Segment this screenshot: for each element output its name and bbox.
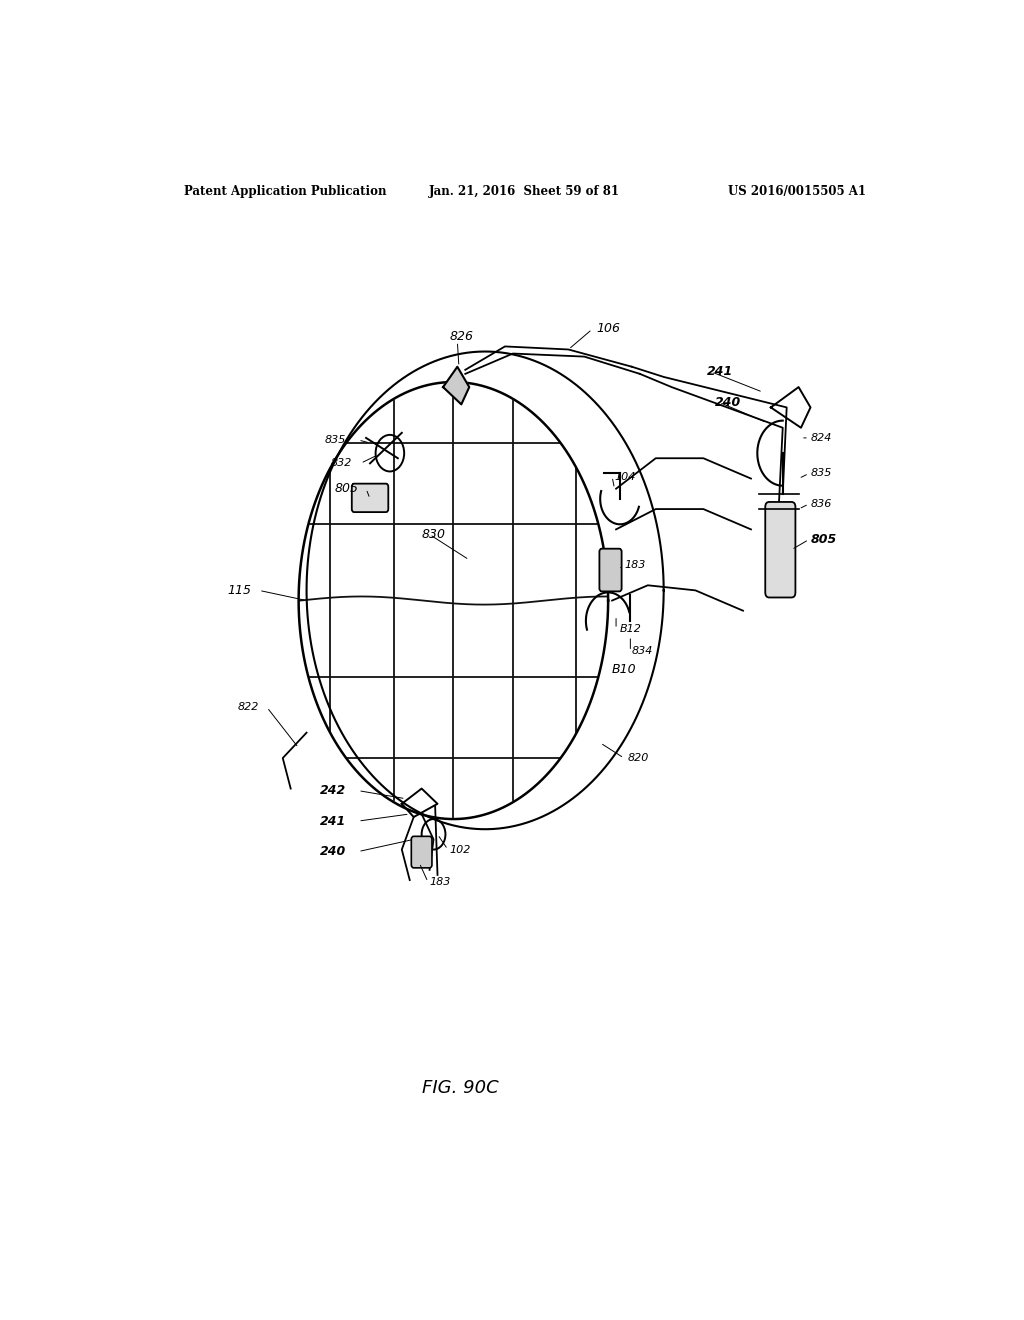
Text: 835: 835 — [811, 469, 831, 478]
Text: 106: 106 — [596, 322, 621, 335]
Text: 835: 835 — [325, 436, 346, 445]
Text: B12: B12 — [620, 624, 642, 634]
Text: 805: 805 — [334, 482, 358, 495]
Text: 183: 183 — [430, 876, 451, 887]
Text: 805: 805 — [811, 533, 837, 546]
Text: 242: 242 — [319, 784, 346, 797]
Text: 836: 836 — [811, 499, 831, 510]
Text: 240: 240 — [715, 396, 741, 409]
FancyBboxPatch shape — [765, 502, 796, 598]
Text: 104: 104 — [614, 471, 636, 482]
Text: Patent Application Publication: Patent Application Publication — [183, 185, 386, 198]
Text: 241: 241 — [319, 814, 346, 828]
Polygon shape — [443, 367, 469, 404]
Text: 832: 832 — [331, 458, 352, 469]
FancyBboxPatch shape — [352, 483, 388, 512]
Text: 115: 115 — [227, 583, 251, 597]
Text: 822: 822 — [238, 702, 259, 713]
Text: 826: 826 — [450, 330, 473, 343]
Text: 102: 102 — [450, 845, 471, 854]
Text: 830: 830 — [422, 528, 445, 541]
Text: 240: 240 — [319, 845, 346, 858]
FancyBboxPatch shape — [599, 549, 622, 591]
Text: 834: 834 — [632, 647, 653, 656]
Text: 824: 824 — [811, 433, 831, 444]
Text: 820: 820 — [628, 754, 649, 763]
Text: 241: 241 — [708, 366, 733, 379]
FancyBboxPatch shape — [412, 837, 432, 867]
Text: 183: 183 — [624, 560, 645, 570]
Text: B10: B10 — [612, 663, 637, 676]
Text: US 2016/0015505 A1: US 2016/0015505 A1 — [728, 185, 866, 198]
Text: Jan. 21, 2016  Sheet 59 of 81: Jan. 21, 2016 Sheet 59 of 81 — [429, 185, 621, 198]
Text: FIG. 90C: FIG. 90C — [422, 1080, 499, 1097]
